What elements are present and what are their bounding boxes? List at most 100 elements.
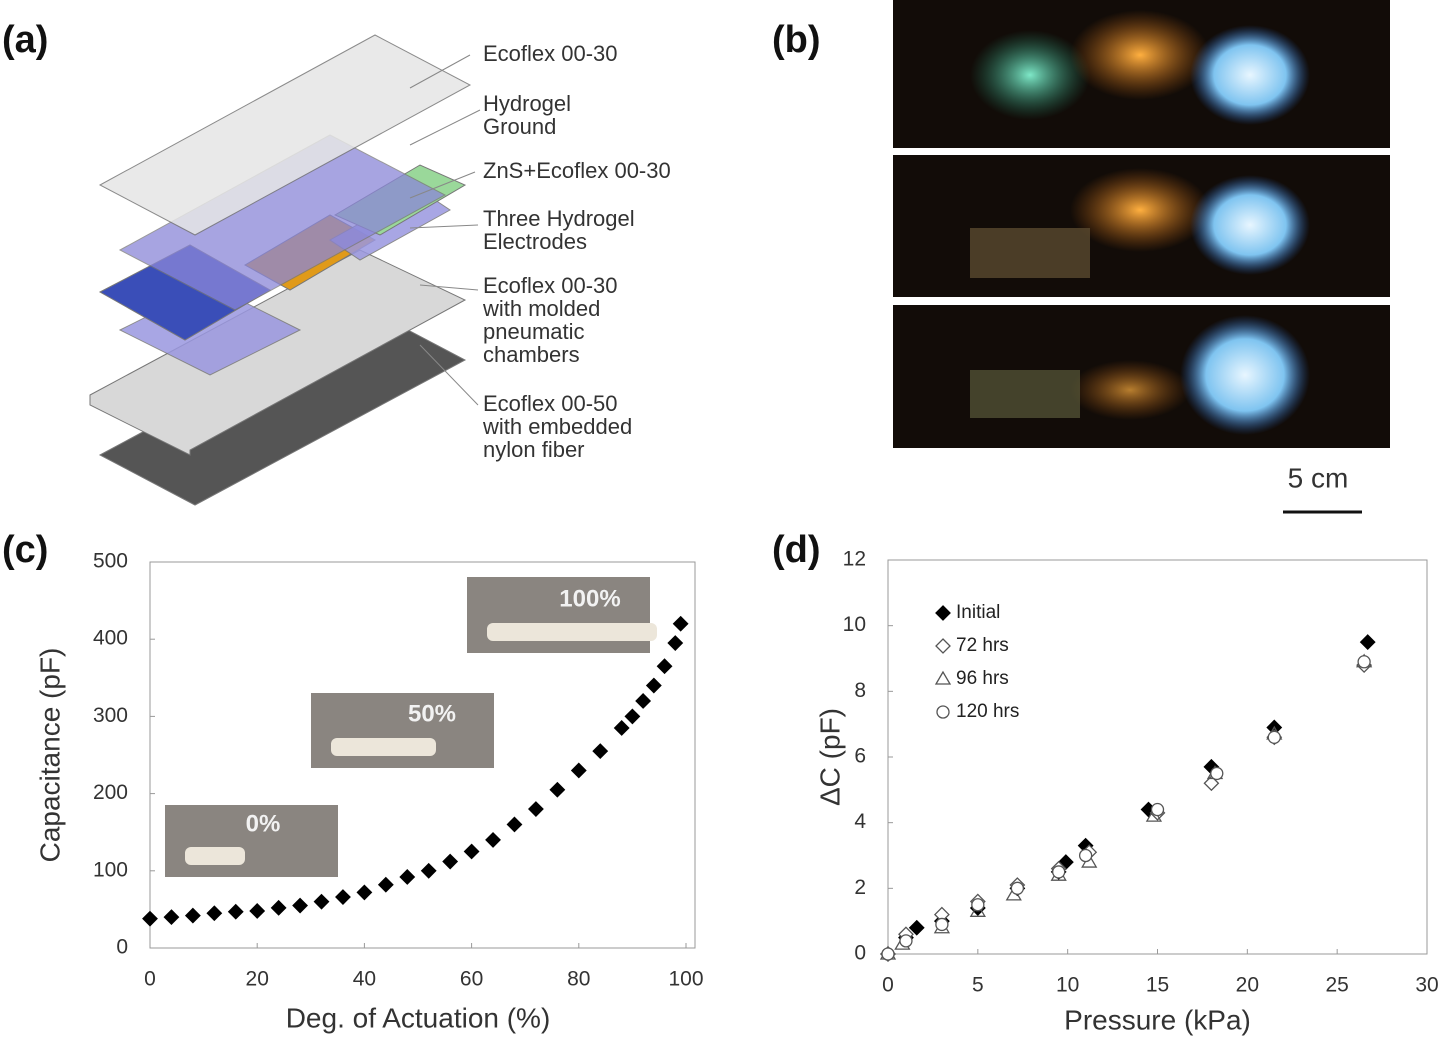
marker xyxy=(206,905,223,922)
marker xyxy=(935,917,949,932)
marker xyxy=(613,720,630,736)
marker xyxy=(163,909,180,926)
x-tick-label: 80 xyxy=(567,968,590,991)
marker xyxy=(335,889,351,905)
marker xyxy=(1359,634,1376,651)
scale-bar-label: 5 cm xyxy=(1288,462,1349,493)
diagram-label: with embedded xyxy=(482,414,632,439)
marker xyxy=(463,843,480,860)
x-tick-label: 25 xyxy=(1325,974,1348,997)
x-tick-label: 20 xyxy=(246,968,269,991)
y-tick-label: 4 xyxy=(854,810,866,833)
marker xyxy=(399,869,416,885)
marker xyxy=(1150,802,1165,817)
photos xyxy=(893,0,1390,514)
marker xyxy=(249,903,266,919)
x-axis-label: Deg. of Actuation (%) xyxy=(286,1002,551,1033)
x-tick-label: 15 xyxy=(1146,974,1169,997)
marker xyxy=(635,693,652,709)
legend-marker xyxy=(934,670,952,685)
inset-actuator xyxy=(185,847,245,865)
diagram-label: Electrodes xyxy=(483,229,587,254)
y-tick-label: 6 xyxy=(854,745,866,768)
marker xyxy=(1267,730,1281,744)
marker xyxy=(184,907,201,924)
x-axis-label: Pressure (kPa) xyxy=(1064,1004,1251,1035)
marker xyxy=(485,832,501,848)
y-tick-label: 0 xyxy=(116,936,128,959)
marker xyxy=(624,708,641,725)
marker xyxy=(645,677,662,694)
panel-label: (c) xyxy=(2,529,48,571)
marker xyxy=(142,910,158,927)
legend-label: 120 hrs xyxy=(956,701,1019,722)
marker xyxy=(971,898,985,912)
y-tick-label: 2 xyxy=(854,876,866,899)
diagram-label: Ground xyxy=(483,114,556,139)
marker xyxy=(506,816,523,833)
layer-diagram xyxy=(89,34,481,506)
marker xyxy=(528,801,544,817)
y-tick-label: 10 xyxy=(843,613,866,636)
y-tick-label: 8 xyxy=(854,679,866,702)
panel-label: (d) xyxy=(772,529,821,571)
diagram-label: nylon fiber xyxy=(483,437,585,462)
marker xyxy=(899,934,913,948)
marker xyxy=(356,884,373,901)
diagram-label: chambers xyxy=(483,342,580,367)
marker xyxy=(270,899,287,916)
diagram-label: pneumatic xyxy=(483,319,585,344)
x-tick-label: 100 xyxy=(668,968,703,991)
marker xyxy=(1210,766,1224,781)
diagram-label: Ecoflex 00-50 xyxy=(483,391,618,416)
panel-label: (a) xyxy=(2,19,48,61)
legend-label: 72 hrs xyxy=(956,635,1009,656)
marker xyxy=(570,762,587,779)
marker xyxy=(656,658,673,675)
inset-label: 0% xyxy=(246,810,281,837)
y-axis-label: Capacitance (pF) xyxy=(34,648,65,863)
diagram-label: Ecoflex 00-30 xyxy=(483,273,618,298)
y-tick-label: 0 xyxy=(854,942,866,965)
legend-label: Initial xyxy=(956,602,1000,623)
x-tick-label: 60 xyxy=(460,968,483,991)
marker xyxy=(227,903,244,920)
marker xyxy=(667,635,684,651)
inset-label: 100% xyxy=(559,585,620,612)
diagram-label: Hydrogel xyxy=(483,91,571,116)
diagram-label: Three Hydrogel xyxy=(483,206,635,231)
diagram-label: with molded xyxy=(482,296,600,321)
marker xyxy=(1078,848,1093,863)
marker xyxy=(420,862,437,879)
y-axis-label: ΔC (pF) xyxy=(814,708,845,806)
marker xyxy=(549,781,566,798)
inset-actuator xyxy=(487,623,657,641)
plot-frame xyxy=(149,561,696,949)
marker xyxy=(1010,881,1025,895)
marker xyxy=(592,743,609,760)
x-tick-label: 10 xyxy=(1056,974,1079,997)
legend-label: 96 hrs xyxy=(956,668,1009,689)
legend-marker xyxy=(935,638,951,654)
marker xyxy=(908,919,925,936)
x-tick-label: 5 xyxy=(972,974,984,997)
inset-photo xyxy=(311,693,494,768)
marker xyxy=(881,947,895,961)
x-tick-label: 0 xyxy=(882,974,894,997)
legend-marker xyxy=(935,605,951,621)
x-tick-label: 0 xyxy=(144,968,156,991)
panel-label: (b) xyxy=(772,19,821,61)
x-tick-label: 20 xyxy=(1236,974,1259,997)
y-tick-label: 100 xyxy=(93,858,128,881)
inset-label: 50% xyxy=(408,700,456,727)
y-tick-label: 300 xyxy=(93,704,128,727)
diagram-label: ZnS+Ecoflex 00-30 xyxy=(483,158,671,183)
y-tick-label: 200 xyxy=(93,781,128,804)
marker xyxy=(1052,865,1066,879)
x-tick-label: 40 xyxy=(353,968,376,991)
y-tick-label: 12 xyxy=(843,548,866,571)
marker xyxy=(377,876,394,893)
inset-actuator xyxy=(331,738,436,756)
x-tick-label: 30 xyxy=(1415,974,1438,997)
